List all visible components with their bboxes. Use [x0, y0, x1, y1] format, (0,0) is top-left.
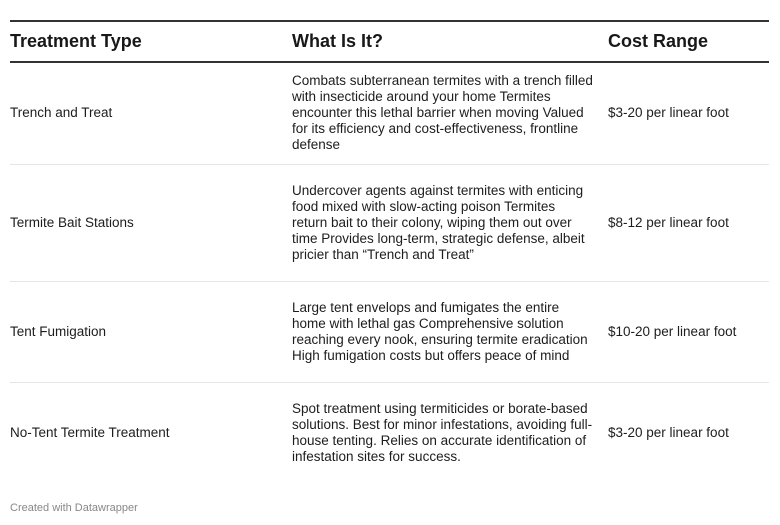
table-header: Treatment Type What Is It? Cost Range [10, 21, 769, 62]
cell-treatment-type: Trench and Treat [10, 105, 113, 121]
cell-treatment-type: Termite Bait Stations [10, 214, 134, 230]
treatment-table-container: Treatment Type What Is It? Cost Range Tr… [10, 20, 769, 483]
cell-cost-range: $3-20 per linear foot [608, 424, 729, 440]
cell-description: Combats subterranean termites with a tre… [292, 73, 593, 153]
header-cost-range: Cost Range [608, 31, 709, 51]
cell-treatment-type: Tent Fumigation [10, 323, 107, 339]
table-row: Trench and Treat Combats subterranean te… [10, 62, 769, 164]
datawrapper-credit: Created with Datawrapper [10, 502, 138, 514]
cell-description: Large tent envelops and fumigates the en… [292, 299, 588, 363]
treatment-table: Treatment Type What Is It? Cost Range Tr… [10, 20, 769, 483]
header-treatment-type: Treatment Type [10, 31, 142, 51]
table-row: Tent Fumigation Large tent envelops and … [10, 281, 769, 382]
header-row: Treatment Type What Is It? Cost Range [10, 21, 769, 62]
cell-cost-range: $10-20 per linear foot [608, 323, 737, 339]
table-row: No-Tent Termite Treatment Spot treatment… [10, 382, 769, 483]
header-what-is-it: What Is It? [292, 31, 383, 51]
cell-cost-range: $3-20 per linear foot [608, 105, 729, 121]
table-body: Trench and Treat Combats subterranean te… [10, 62, 769, 483]
cell-description: Spot treatment using termiticides or bor… [292, 400, 593, 464]
table-row: Termite Bait Stations Undercover agents … [10, 164, 769, 281]
cell-treatment-type: No-Tent Termite Treatment [10, 424, 170, 440]
cell-description: Undercover agents against termites with … [292, 182, 585, 262]
cell-cost-range: $8-12 per linear foot [608, 214, 729, 230]
